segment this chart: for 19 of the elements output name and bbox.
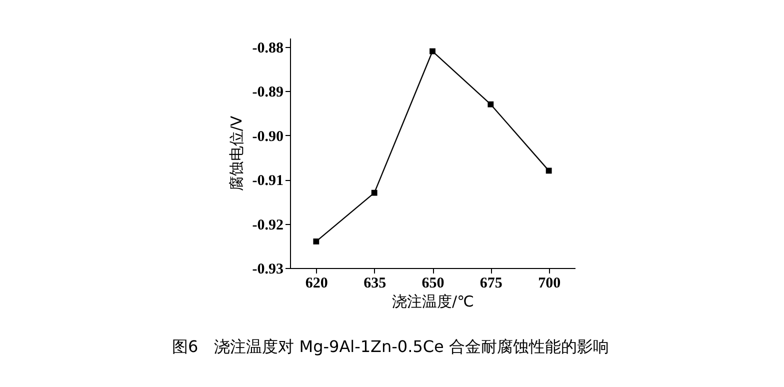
point	[546, 168, 552, 174]
x-tick-label: 620	[305, 276, 328, 292]
y-tick-label: -0.90	[252, 128, 284, 145]
y-axis-title: 腐蚀电位/V	[227, 115, 246, 192]
y-tick-label: -0.92	[252, 217, 284, 234]
point	[488, 101, 494, 108]
point	[430, 48, 436, 54]
point	[313, 238, 320, 244]
point	[371, 190, 378, 196]
x-tick-label: 675	[480, 276, 502, 292]
y-tick-label: -0.93	[252, 262, 284, 278]
y-tick-label: -0.89	[252, 84, 284, 101]
text: 图6 浇注温度对 Mg-9Al-1Zn-0.5Ce 合金耐腐蚀性能的影响	[172, 337, 609, 356]
x-tick-label: 650	[422, 276, 444, 292]
x-tick-label: 635	[364, 276, 386, 292]
y-tick-label: -0.91	[252, 173, 284, 190]
x-axis-title: 浇注温度/℃	[392, 292, 474, 310]
y-tick-label: -0.88	[252, 40, 284, 56]
x-tick-label: 700	[538, 276, 561, 292]
